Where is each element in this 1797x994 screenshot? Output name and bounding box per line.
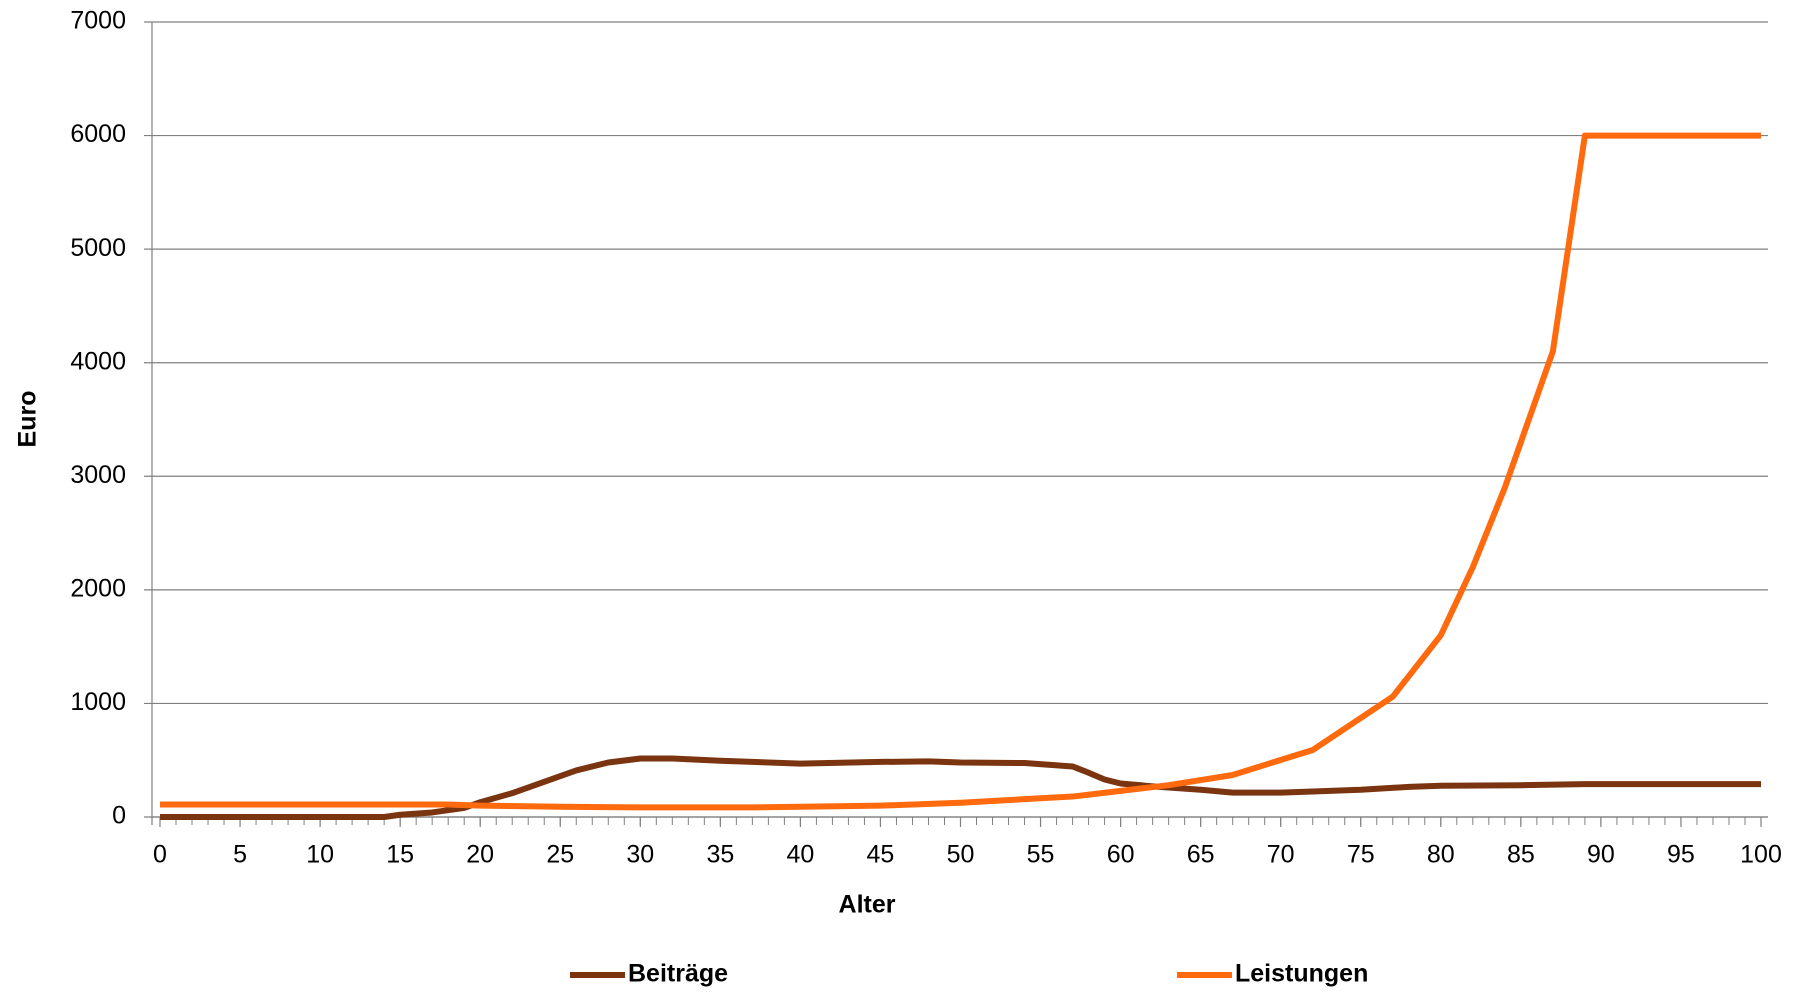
x-tick-label: 35 [706, 841, 734, 869]
x-tick-label: 55 [1027, 841, 1055, 869]
y-axis-title: Euro [14, 391, 42, 448]
x-axis-title: Alter [839, 891, 896, 919]
y-tick-label: 5000 [70, 234, 126, 262]
x-tick-label: 20 [466, 841, 494, 869]
y-tick-label: 7000 [70, 7, 126, 35]
x-tick-label: 75 [1347, 841, 1375, 869]
legend-label: Leistungen [1235, 960, 1368, 988]
y-tick-label: 6000 [70, 120, 126, 148]
x-tick-label: 40 [786, 841, 814, 869]
legend-label: Beiträge [628, 960, 728, 988]
x-tick-label: 25 [546, 841, 574, 869]
x-tick-label: 90 [1587, 841, 1615, 869]
x-tick-label: 15 [386, 841, 414, 869]
x-tick-label: 5 [233, 841, 247, 869]
x-tick-label: 95 [1667, 841, 1695, 869]
y-tick-label: 2000 [70, 574, 126, 602]
x-tick-label: 0 [153, 841, 167, 869]
x-tick-label: 80 [1427, 841, 1455, 869]
y-tick-label: 1000 [70, 688, 126, 716]
x-tick-label: 65 [1187, 841, 1215, 869]
x-tick-label: 100 [1740, 841, 1782, 869]
y-tick-label: 4000 [70, 347, 126, 375]
x-tick-label: 45 [867, 841, 895, 869]
x-tick-label: 50 [947, 841, 975, 869]
x-tick-label: 85 [1507, 841, 1535, 869]
y-tick-label: 0 [112, 802, 126, 830]
data-line [160, 132, 1761, 811]
x-tick-label: 30 [626, 841, 654, 869]
data-line [160, 755, 1761, 820]
x-tick-label: 70 [1267, 841, 1295, 869]
x-tick-label: 60 [1107, 841, 1135, 869]
y-tick-label: 3000 [70, 461, 126, 489]
x-tick-label: 10 [306, 841, 334, 869]
